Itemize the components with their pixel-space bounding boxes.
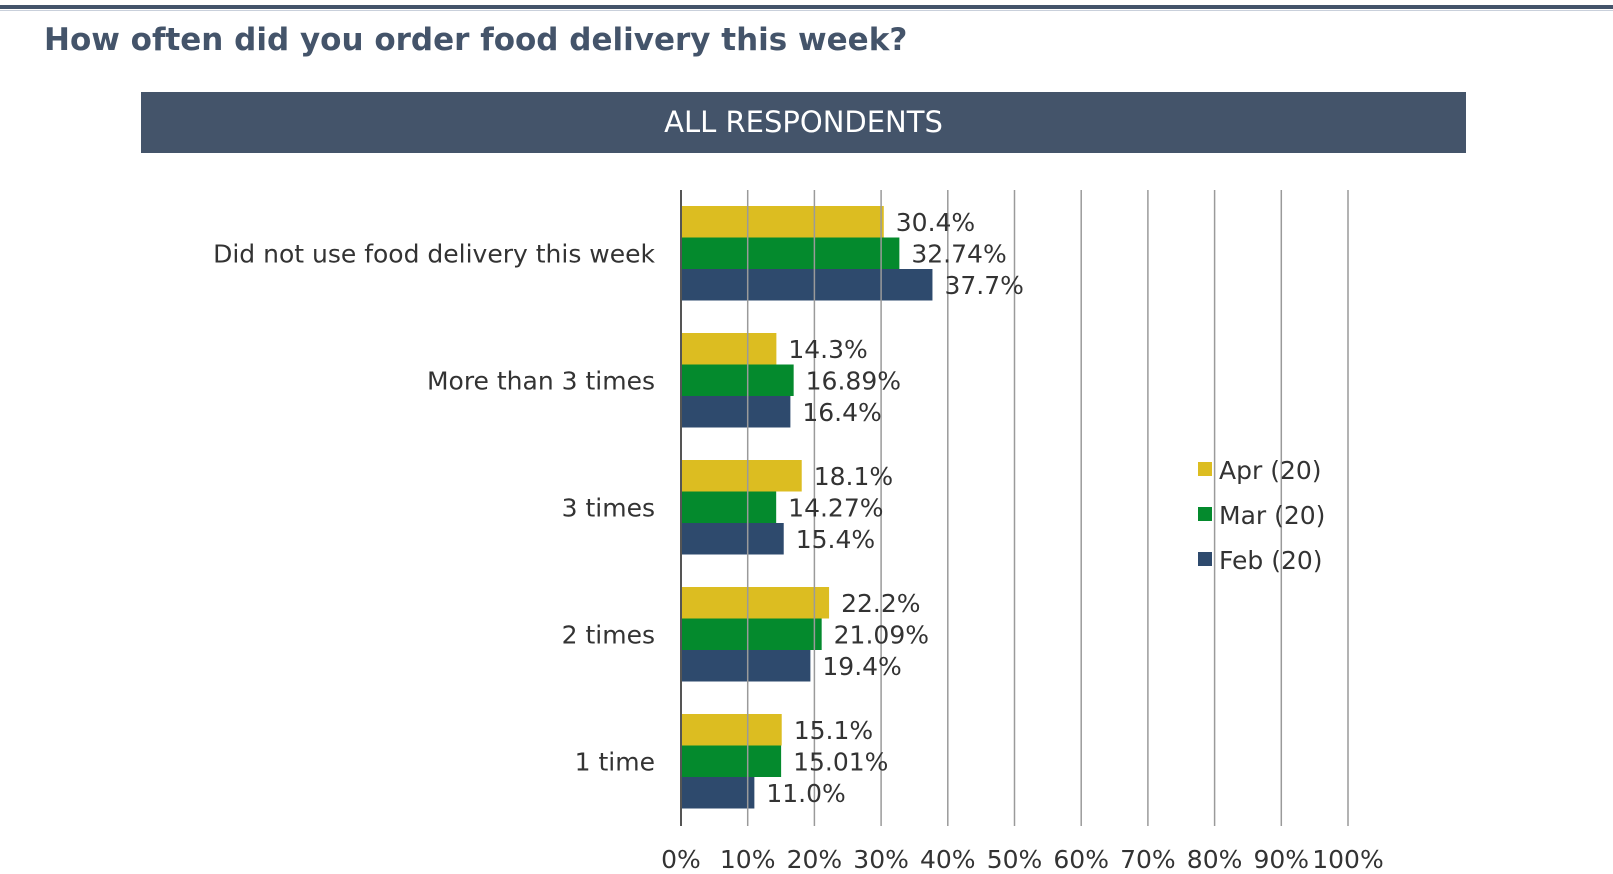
- x-tick-label: 0%: [661, 845, 701, 874]
- banner-all-respondents: ALL RESPONDENTS: [141, 92, 1466, 153]
- legend-swatch: [1198, 552, 1212, 566]
- bar: [681, 491, 777, 523]
- page-title: How often did you order food delivery th…: [44, 22, 908, 58]
- bar: [681, 364, 794, 396]
- category-label: 2 times: [562, 620, 655, 649]
- data-label: 16.4%: [802, 398, 881, 427]
- data-label: 16.89%: [806, 366, 901, 395]
- bar: [681, 523, 784, 555]
- x-tick-label: 40%: [920, 845, 976, 874]
- bar: [681, 714, 782, 746]
- x-tick-label: 60%: [1053, 845, 1109, 874]
- x-tick-label: 20%: [787, 845, 843, 874]
- x-tick-label: 30%: [853, 845, 909, 874]
- category-label: 3 times: [562, 493, 655, 522]
- data-label: 22.2%: [841, 589, 920, 618]
- legend-swatch: [1198, 462, 1212, 476]
- bar: [681, 269, 933, 301]
- data-label: 11.0%: [766, 779, 845, 808]
- data-label: 15.4%: [796, 525, 875, 554]
- data-label: 15.1%: [794, 716, 873, 745]
- data-label: 15.01%: [793, 747, 888, 776]
- category-label: More than 3 times: [427, 366, 655, 395]
- data-label: 14.3%: [788, 335, 867, 364]
- bar: [681, 237, 900, 269]
- legend-label: Apr (20): [1219, 456, 1322, 485]
- category-label: Did not use food delivery this week: [213, 239, 655, 268]
- bar: [681, 333, 777, 365]
- bar: [681, 396, 791, 428]
- data-label: 21.09%: [834, 620, 929, 649]
- x-tick-label: 70%: [1120, 845, 1176, 874]
- bar: [681, 777, 755, 809]
- data-label: 14.27%: [788, 493, 883, 522]
- x-tick-label: 100%: [1312, 845, 1383, 874]
- x-tick-label: 50%: [987, 845, 1043, 874]
- top-rule: [0, 5, 1613, 9]
- legend-label: Feb (20): [1219, 546, 1323, 575]
- data-label: 37.7%: [944, 271, 1023, 300]
- data-label: 19.4%: [822, 652, 901, 681]
- bar: [681, 460, 802, 492]
- category-label: 1 time: [575, 747, 655, 776]
- legend-label: Mar (20): [1219, 501, 1325, 530]
- x-tick-label: 10%: [720, 845, 776, 874]
- top-rule-thin: [0, 10, 1613, 11]
- data-label: 32.74%: [911, 239, 1006, 268]
- data-label: 30.4%: [896, 208, 975, 237]
- bar: [681, 745, 782, 777]
- x-tick-label: 80%: [1187, 845, 1243, 874]
- bar: [681, 650, 811, 682]
- data-label: 18.1%: [814, 462, 893, 491]
- x-tick-label: 90%: [1254, 845, 1310, 874]
- bar: [681, 618, 822, 650]
- legend-swatch: [1198, 507, 1212, 521]
- bar: [681, 587, 830, 619]
- bar: [681, 206, 884, 238]
